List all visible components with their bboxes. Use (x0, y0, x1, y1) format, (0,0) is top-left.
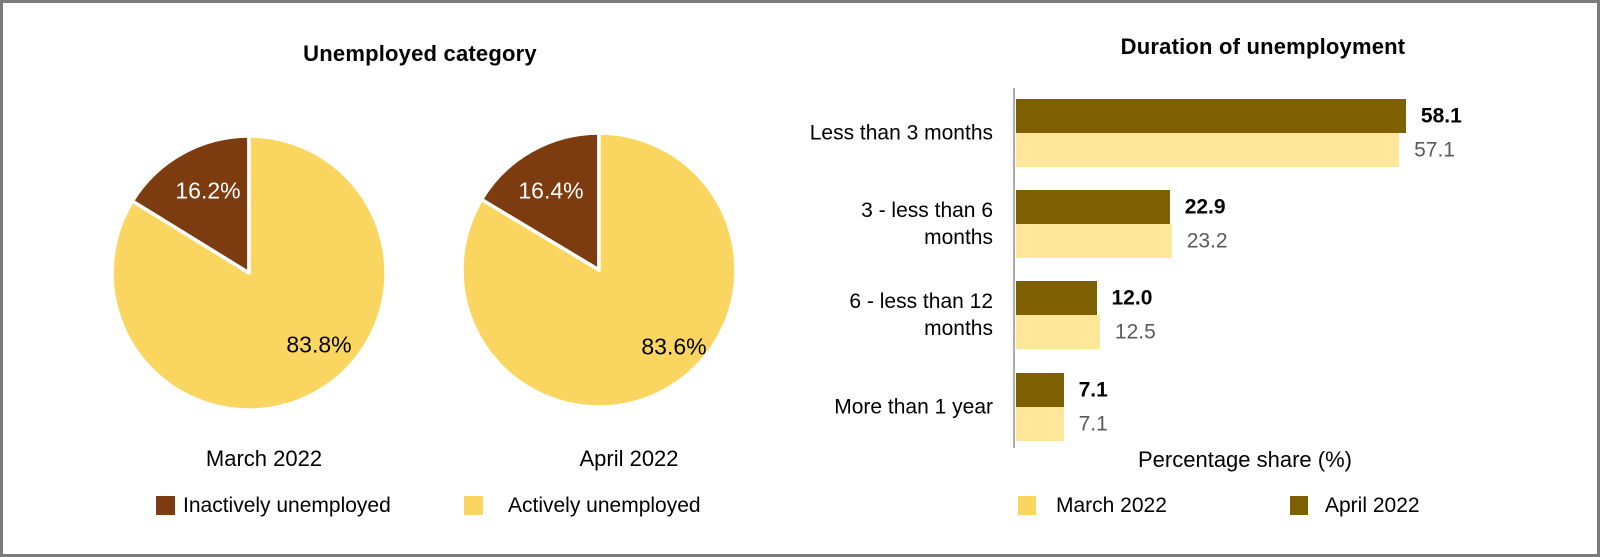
pie-caption-march: March 2022 (205, 446, 323, 471)
bar-value-april-2022-0: 58.1 (1420, 104, 1462, 128)
bar-category-label-3: More than 1 year (834, 395, 993, 419)
legend-swatch-april-2022 (1290, 496, 1308, 515)
bar-march-2022-1 (1016, 224, 1172, 258)
bar-march-2022-3 (1016, 407, 1064, 441)
bar-april-2022-2 (1016, 281, 1097, 315)
bar-march-2022-2 (1016, 315, 1100, 349)
legend-label-march-2022: March 2022 (1056, 494, 1167, 517)
pie-percentage-label: 83.8% (286, 331, 352, 358)
bar-value-march-2022-3: 7.1 (1078, 412, 1108, 436)
pie-slice-inactively-unemployed (130, 134, 251, 275)
pie-slice-actively-unemployed (110, 134, 388, 412)
pie-slice-actively-unemployed (460, 131, 738, 409)
bar-value-april-2022-1: 22.9 (1184, 195, 1226, 219)
bar-value-april-2022-3: 7.1 (1078, 378, 1108, 402)
pie-caption-april: April 2022 (579, 446, 679, 471)
bar-value-march-2022-0: 57.1 (1414, 138, 1455, 162)
bar-category-label-0: Less than 3 months (809, 121, 993, 145)
pie-chart-title: Unemployed category (303, 41, 537, 66)
legend-swatch-inactively-unemployed (156, 496, 175, 515)
bar-category-labels: Less than 3 months 3 - less than 6 months 6… (775, 3, 993, 463)
bar-april-2022-1 (1016, 190, 1170, 224)
x-axis-title: Percentage share (%) (1138, 447, 1352, 472)
bar-march-2022-0 (1016, 133, 1400, 167)
pie-slice-inactively-unemployed (479, 131, 601, 272)
pie-percentage-label: 16.4% (518, 177, 584, 204)
pie-chart-area: 16.2% 83.8% 16.4% 83.6% (3, 3, 773, 554)
bar-april-2022-0 (1016, 99, 1406, 133)
bar-chart-title: Duration of unemployment (1120, 34, 1406, 59)
bar-value-april-2022-2: 12.0 (1111, 286, 1153, 310)
pie-percentage-label: 83.6% (641, 333, 707, 360)
bar-april-2022-3 (1016, 373, 1064, 407)
bar-plot-area: 58.1 57.1 22.9 23.2 12.0 12.5 7.1 7.1 (3, 3, 1597, 463)
bar-value-march-2022-2: 12.5 (1114, 320, 1156, 344)
bar-category-label-1: 3 - less than 6 months (861, 199, 993, 249)
pie-percentage-label: 16.2% (175, 177, 241, 204)
legend-label-actively-unemployed: Actively unemployed (508, 494, 701, 517)
legend-label-april-2022: April 2022 (1325, 494, 1420, 517)
legend-label-inactively-unemployed: Inactively unemployed (183, 494, 391, 517)
pie-march-2022 (109, 133, 389, 413)
panel-border-gap (765, 552, 775, 554)
pie-april-2022 (459, 130, 739, 410)
y-axis-line (1013, 88, 1015, 448)
legend-swatch-actively-unemployed (464, 496, 483, 515)
legend-swatch-march-2022 (1018, 496, 1036, 515)
bar-value-march-2022-1: 23.2 (1186, 229, 1228, 253)
bar-category-label-2: 6 - less than 12 months (849, 290, 993, 340)
